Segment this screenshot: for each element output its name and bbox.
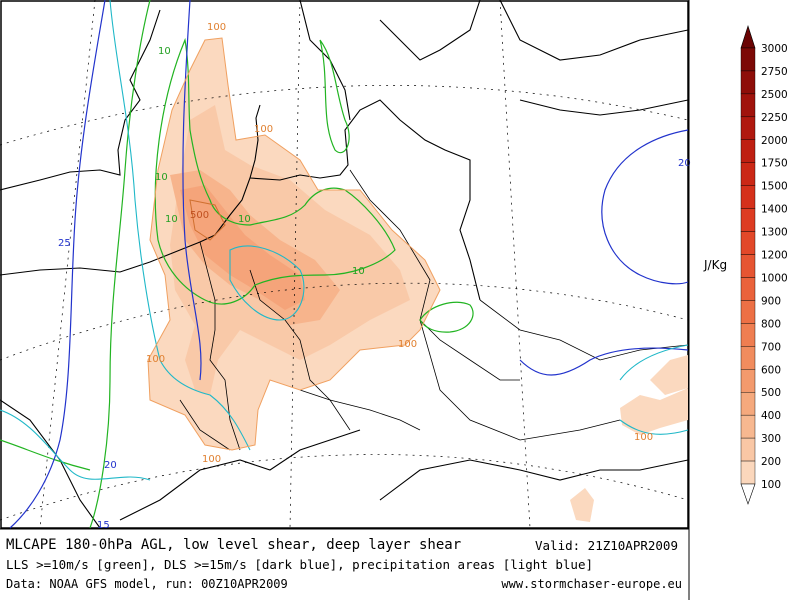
lls-label: 10 [155,172,168,183]
cape-label: 100 [634,432,653,443]
cape-labels: 100 100 500 100 100 100 100 [146,22,653,465]
legend-swatch [740,70,756,95]
legend-tick-label: 1000 [761,272,788,284]
legend-swatch [740,208,756,232]
legend-tick-label: 100 [761,479,781,491]
legend-tick-label: 1200 [761,250,788,262]
legend-tick-label: 600 [761,364,781,376]
legend-tick-label: 500 [761,387,781,399]
cape-label: 100 [398,339,417,350]
legend-unit: J/Kg [704,258,728,272]
legend-tick-label: 300 [761,433,781,445]
dls-label: 20 [104,460,117,471]
legend-swatch [740,414,756,439]
legend-labels: 100 200 300 400 500 600 700 800 900 1000 1200 1300 1… [761,43,788,491]
legend-swatch [740,162,756,186]
legend-tick-label: 1400 [761,204,788,216]
caption-shear-desc: LLS >=10m/s [green], DLS >=15m/s [dark b… [6,557,593,572]
dls-contours [9,0,689,529]
legend-tick-label: 1750 [761,158,788,170]
legend-tick-label: 800 [761,318,781,330]
dls-label: 20 [678,158,691,169]
website-link[interactable]: www.stormchaser-europe.eu [501,577,682,591]
lls-labels: 10 10 10 10 10 [155,46,365,277]
lls-label: 10 [238,214,251,225]
lls-label: 10 [352,266,365,277]
lls-contours [0,0,474,529]
legend-swatch [740,47,756,72]
legend-swatch [740,139,756,163]
legend-tick-label: 400 [761,410,781,422]
legend-swatch [740,437,756,462]
legend-bottom-arrow [740,483,756,505]
lls-label: 10 [158,46,171,57]
precip-contours [0,0,689,481]
color-legend [740,25,756,505]
dls-label: 15 [97,520,110,531]
caption-title: MLCAPE 180-0hPa AGL, low level shear, de… [6,537,462,553]
legend-swatch [740,254,756,278]
cape-label: 100 [202,454,221,465]
cape-label: 100 [146,354,165,365]
cape-label: 100 [207,22,226,33]
legend-swatch [740,116,756,140]
valid-time: Valid: 21Z10APR2009 [535,538,678,553]
legend-swatch [740,346,756,370]
legend-tick-label: 2750 [761,66,788,78]
legend-swatch [740,231,756,255]
legend-tick-label: 2250 [761,112,788,124]
legend-tick-label: 1500 [761,181,788,193]
dls-label: 25 [58,238,71,249]
legend-swatch [740,300,756,324]
graticule [0,0,689,529]
caption-data-source: Data: NOAA GFS model, run: 00Z10APR2009 [6,577,288,591]
lls-label: 10 [165,214,178,225]
legend-swatch [740,93,756,118]
cape-label: 100 [254,124,273,135]
legend-tick-label: 1300 [761,227,788,239]
legend-tick-label: 2000 [761,135,788,147]
legend-swatch [740,277,756,301]
legend-tick-label: 900 [761,295,781,307]
legend-tick-label: 700 [761,341,781,353]
dls-labels: 25 20 15 20 [58,158,691,531]
legend-swatch [740,185,756,209]
legend-swatch [740,460,756,485]
legend-tick-label: 2500 [761,89,788,101]
legend-top-arrow [740,25,756,49]
legend-swatch [740,323,756,347]
cape-shading [148,38,688,522]
cape-outline [147,37,441,451]
legend-swatch [740,369,756,393]
legend-tick-label: 200 [761,456,781,468]
cape-label: 500 [190,210,209,221]
legend-tick-label: 3000 [761,43,788,55]
legend-swatch [740,392,756,416]
